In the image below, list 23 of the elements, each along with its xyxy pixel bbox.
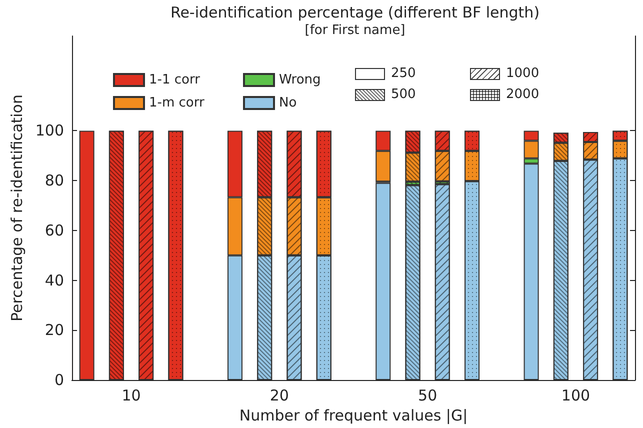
- y-tick-label: 80: [44, 172, 64, 190]
- y-tick-label: 60: [44, 221, 64, 240]
- x-tick-label: 50: [418, 386, 438, 404]
- y-tick-label: 40: [44, 271, 64, 290]
- chart-title: Re-identification percentage (different BF length): [170, 4, 540, 22]
- annotation: 1000: [506, 66, 540, 81]
- x-tick-label: 20: [270, 386, 289, 404]
- chart-subtitle: [for First name]: [304, 23, 406, 38]
- y-tick-label: 20: [44, 321, 64, 340]
- legend-label: 1-1 corr: [149, 72, 201, 88]
- x-axis-title: Number of frequent values |G|: [239, 406, 468, 424]
- legend-label: Wrong: [279, 72, 321, 88]
- bar: [79, 130, 94, 380]
- annotation: 500: [391, 87, 416, 102]
- y-tick-label: 0: [54, 371, 64, 389]
- x-tick-label: 10: [122, 386, 141, 404]
- x-tick-label: 100: [561, 386, 590, 404]
- annotation: 2000: [506, 87, 540, 102]
- y-axis-title: Percentage of re-identification: [8, 94, 26, 322]
- legend-label: No: [279, 96, 297, 110]
- annotation: 250: [391, 66, 416, 81]
- y-tick-label: 100: [35, 122, 64, 140]
- legend-label: 1-m corr: [149, 96, 205, 110]
